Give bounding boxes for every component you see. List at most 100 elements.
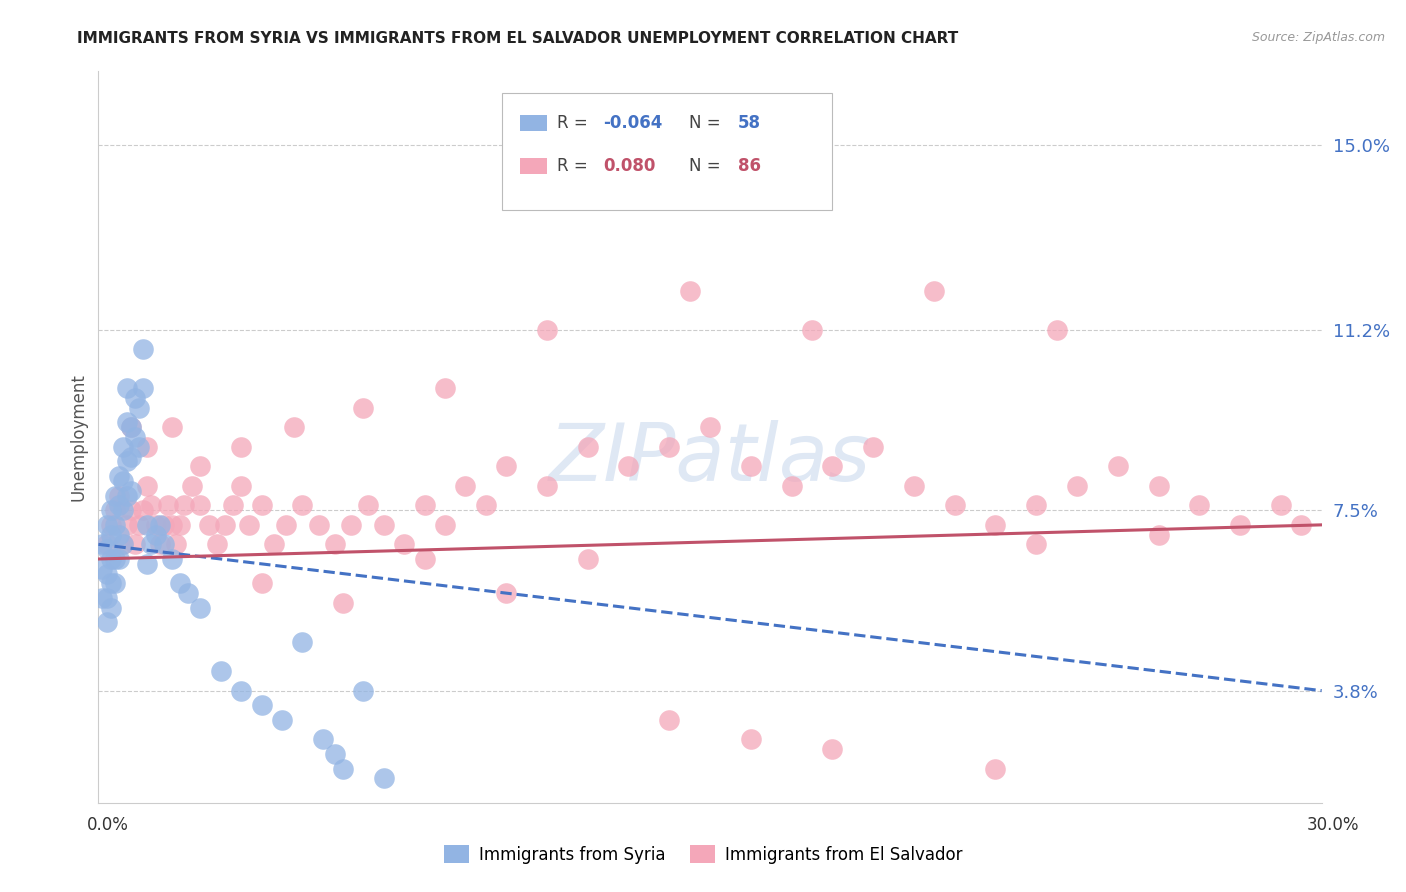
Point — [1147, 479, 1170, 493]
Point — [658, 713, 681, 727]
Point — [1188, 499, 1211, 513]
Point — [100, 517, 122, 532]
Point — [132, 503, 155, 517]
Point — [454, 479, 477, 493]
Point — [270, 713, 294, 727]
Point — [209, 664, 232, 678]
Point — [124, 430, 146, 444]
Point — [108, 499, 131, 513]
Point — [145, 527, 167, 541]
Point — [862, 440, 884, 454]
Point — [658, 440, 681, 454]
Point — [984, 517, 1007, 532]
Point — [332, 762, 354, 776]
Point — [104, 489, 127, 503]
Point — [181, 479, 204, 493]
Point — [165, 537, 187, 551]
Text: 58: 58 — [738, 113, 761, 131]
Point — [136, 440, 159, 454]
Point — [111, 440, 134, 454]
Point — [1229, 517, 1251, 532]
Point — [740, 459, 762, 474]
Point — [274, 517, 297, 532]
Point — [250, 499, 273, 513]
Point — [115, 517, 138, 532]
Point — [104, 552, 127, 566]
Point — [124, 537, 146, 551]
Bar — [520, 114, 547, 130]
Point — [943, 499, 966, 513]
Point — [120, 420, 142, 434]
Point — [145, 517, 167, 532]
Point — [132, 381, 155, 395]
Point — [108, 469, 131, 483]
Point — [111, 537, 134, 551]
Point — [323, 537, 346, 551]
Text: 30.0%: 30.0% — [1306, 816, 1360, 834]
Point — [392, 537, 416, 551]
Text: R =: R = — [557, 158, 599, 176]
Text: Source: ZipAtlas.com: Source: ZipAtlas.com — [1251, 31, 1385, 45]
Point — [149, 517, 172, 532]
Point — [231, 440, 253, 454]
Point — [128, 401, 150, 415]
Point — [169, 517, 191, 532]
Point — [205, 537, 228, 551]
Point — [115, 454, 138, 468]
Point — [111, 537, 134, 551]
Point — [263, 537, 285, 551]
Point — [124, 391, 146, 405]
Point — [160, 420, 183, 434]
Point — [152, 517, 174, 532]
Text: N =: N = — [689, 113, 725, 131]
Text: 0.0%: 0.0% — [87, 816, 129, 834]
Point — [120, 420, 142, 434]
Point — [332, 596, 354, 610]
FancyBboxPatch shape — [502, 94, 832, 211]
Point — [1025, 537, 1047, 551]
Point — [922, 284, 945, 298]
Point — [96, 591, 118, 605]
Point — [188, 459, 212, 474]
Point — [160, 552, 183, 566]
Point — [699, 420, 721, 434]
Text: -0.064: -0.064 — [603, 113, 664, 131]
Text: IMMIGRANTS FROM SYRIA VS IMMIGRANTS FROM EL SALVADOR UNEMPLOYMENT CORRELATION CH: IMMIGRANTS FROM SYRIA VS IMMIGRANTS FROM… — [77, 31, 959, 46]
Y-axis label: Unemployment: Unemployment — [69, 373, 87, 501]
Point — [312, 732, 335, 747]
Point — [780, 479, 803, 493]
Point — [96, 517, 118, 532]
Point — [1147, 527, 1170, 541]
Point — [108, 527, 131, 541]
Point — [120, 503, 142, 517]
Point — [111, 474, 134, 488]
Point — [576, 552, 599, 566]
Point — [120, 483, 142, 498]
Point — [91, 537, 114, 551]
Text: 0.080: 0.080 — [603, 158, 657, 176]
Point — [136, 479, 159, 493]
Point — [100, 600, 122, 615]
Point — [149, 537, 172, 551]
Point — [136, 557, 159, 571]
Point — [91, 562, 114, 576]
Point — [250, 698, 273, 713]
Point — [115, 489, 138, 503]
Point — [495, 586, 517, 600]
Point — [373, 772, 395, 786]
Point — [495, 459, 517, 474]
Point — [108, 552, 131, 566]
Point — [214, 517, 236, 532]
Point — [160, 517, 183, 532]
Point — [188, 499, 212, 513]
Point — [96, 542, 118, 557]
Point — [576, 440, 599, 454]
Point — [356, 499, 378, 513]
Point — [91, 591, 114, 605]
Text: R =: R = — [557, 113, 593, 131]
Point — [250, 576, 273, 591]
Point — [801, 323, 824, 337]
Point — [120, 450, 142, 464]
Text: N =: N = — [689, 158, 725, 176]
Point — [536, 479, 558, 493]
